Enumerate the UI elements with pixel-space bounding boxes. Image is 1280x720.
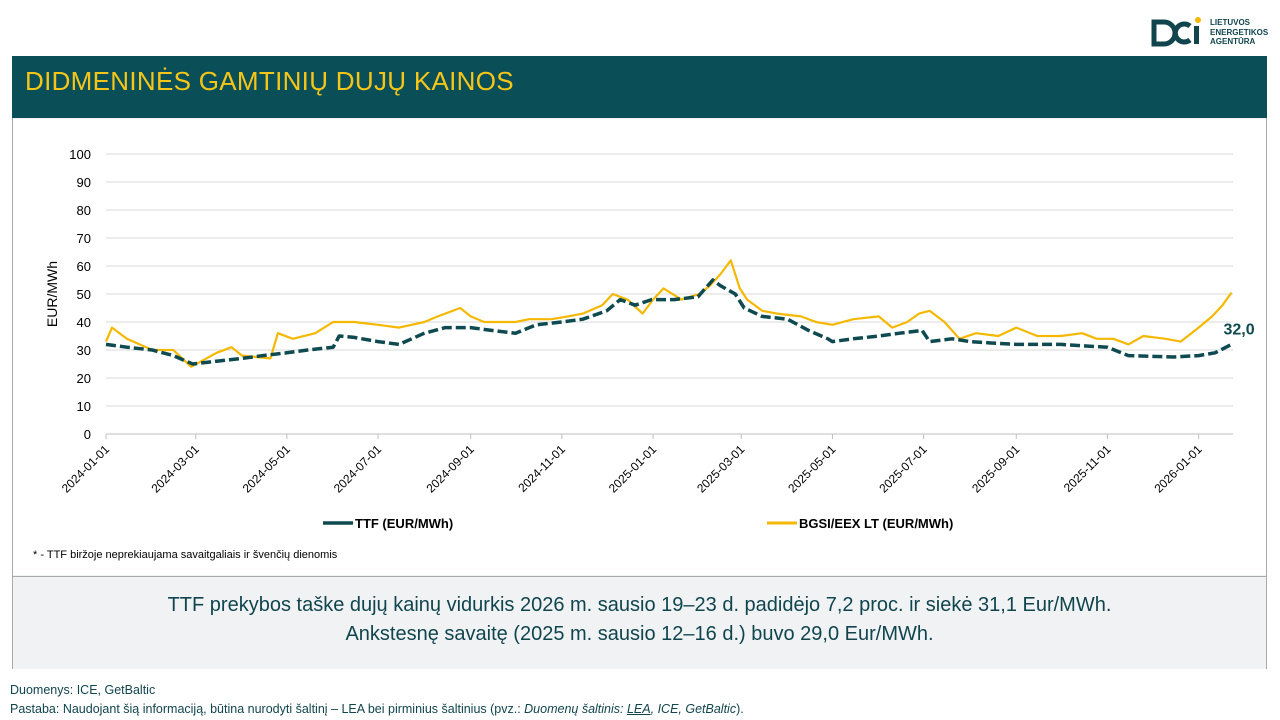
chart-area — [13, 119, 1266, 575]
x-tick-label: 2024-07-01 — [331, 442, 385, 496]
y-tick-label: 100 — [69, 147, 91, 162]
note-italic: Duomenų šaltinis: — [524, 702, 627, 716]
x-tick-label: 2025-01-01 — [606, 442, 660, 496]
note-suffix: ). — [736, 702, 744, 716]
y-axis: 0 10 20 30 40 50 60 70 80 90 100 — [69, 147, 91, 442]
y-tick-label: 30 — [77, 343, 91, 358]
legend-bgsi-label: BGSI/EEX LT (EUR/MWh) — [799, 516, 953, 531]
x-tick-label: 2025-11-01 — [1061, 442, 1114, 495]
chart-series — [104, 259, 1233, 368]
y-axis-label: EUR/MWh — [44, 261, 60, 327]
x-tick-label: 2025-07-01 — [876, 442, 930, 496]
legend-ttf-label: TTF (EUR/MWh) — [355, 516, 453, 531]
bgsi-series-line — [104, 259, 1233, 368]
title-bar — [12, 56, 1267, 118]
x-axis: 2024-01-01 2024-03-01 2024-05-01 2024-07-01… — [59, 434, 1205, 496]
x-tick-label: 2025-09-01 — [969, 442, 1023, 496]
usage-note: Pastaba: Naudojant šią informaciją, būti… — [10, 702, 744, 716]
y-tick-label: 80 — [77, 203, 91, 218]
logo-text-line: AGENTŪRA — [1210, 37, 1256, 46]
y-tick-label: 10 — [77, 399, 91, 414]
note-italic-2: , ICE, GetBaltic — [650, 702, 737, 716]
logo-text: LIETUVOS ENERGETIKOS AGENTŪRA — [1210, 18, 1268, 47]
logo-text-line: LIETUVOS — [1210, 18, 1251, 27]
x-tick-label: 2025-03-01 — [694, 442, 748, 496]
y-tick-label: 60 — [77, 259, 91, 274]
ttf-series-line — [105, 278, 1233, 366]
chart-grid — [106, 153, 1233, 435]
summary-line-2: Ankstesnę savaitę (2025 m. sausio 12–16 … — [345, 623, 934, 645]
data-source: Duomenys: ICE, GetBaltic — [10, 683, 156, 697]
x-tick-label: 2024-09-01 — [424, 442, 478, 496]
x-tick-label: 2026-01-01 — [1151, 442, 1205, 496]
page-title: DIDMENINĖS GAMTINIŲ DUJŲ KAINOS — [25, 66, 514, 96]
y-tick-label: 20 — [77, 371, 91, 386]
footnote: * - TTF biržoje neprekiaujama savaitgali… — [33, 549, 338, 561]
y-tick-label: 70 — [77, 231, 91, 246]
summary-box — [13, 576, 1266, 669]
y-tick-label: 90 — [77, 175, 91, 190]
y-tick-label: 50 — [77, 287, 91, 302]
lea-link[interactable]: LEA — [626, 702, 651, 716]
lea-logo — [1151, 17, 1201, 47]
summary-line-1: TTF prekybos taške dujų kainų vidurkis 2… — [167, 594, 1112, 616]
y-tick-label: 40 — [77, 315, 91, 330]
note-prefix: Pastaba: Naudojant šią informaciją, būti… — [10, 702, 525, 716]
top-band — [0, 0, 1280, 56]
logo-text-line: ENERGETIKOS — [1210, 27, 1269, 37]
x-tick-label: 2024-01-01 — [59, 442, 113, 496]
x-tick-label: 2025-05-01 — [785, 442, 839, 496]
y-tick-label: 0 — [84, 427, 91, 442]
x-tick-label: 2024-03-01 — [148, 442, 202, 496]
x-tick-label: 2024-11-01 — [515, 442, 568, 495]
x-tick-label: 2024-05-01 — [240, 442, 294, 496]
logo-mark-icon — [1151, 17, 1201, 47]
ttf-end-label: 32,0 — [1224, 321, 1255, 338]
legend: TTF (EUR/MWh) BGSI/EEX LT (EUR/MWh) — [323, 516, 953, 531]
